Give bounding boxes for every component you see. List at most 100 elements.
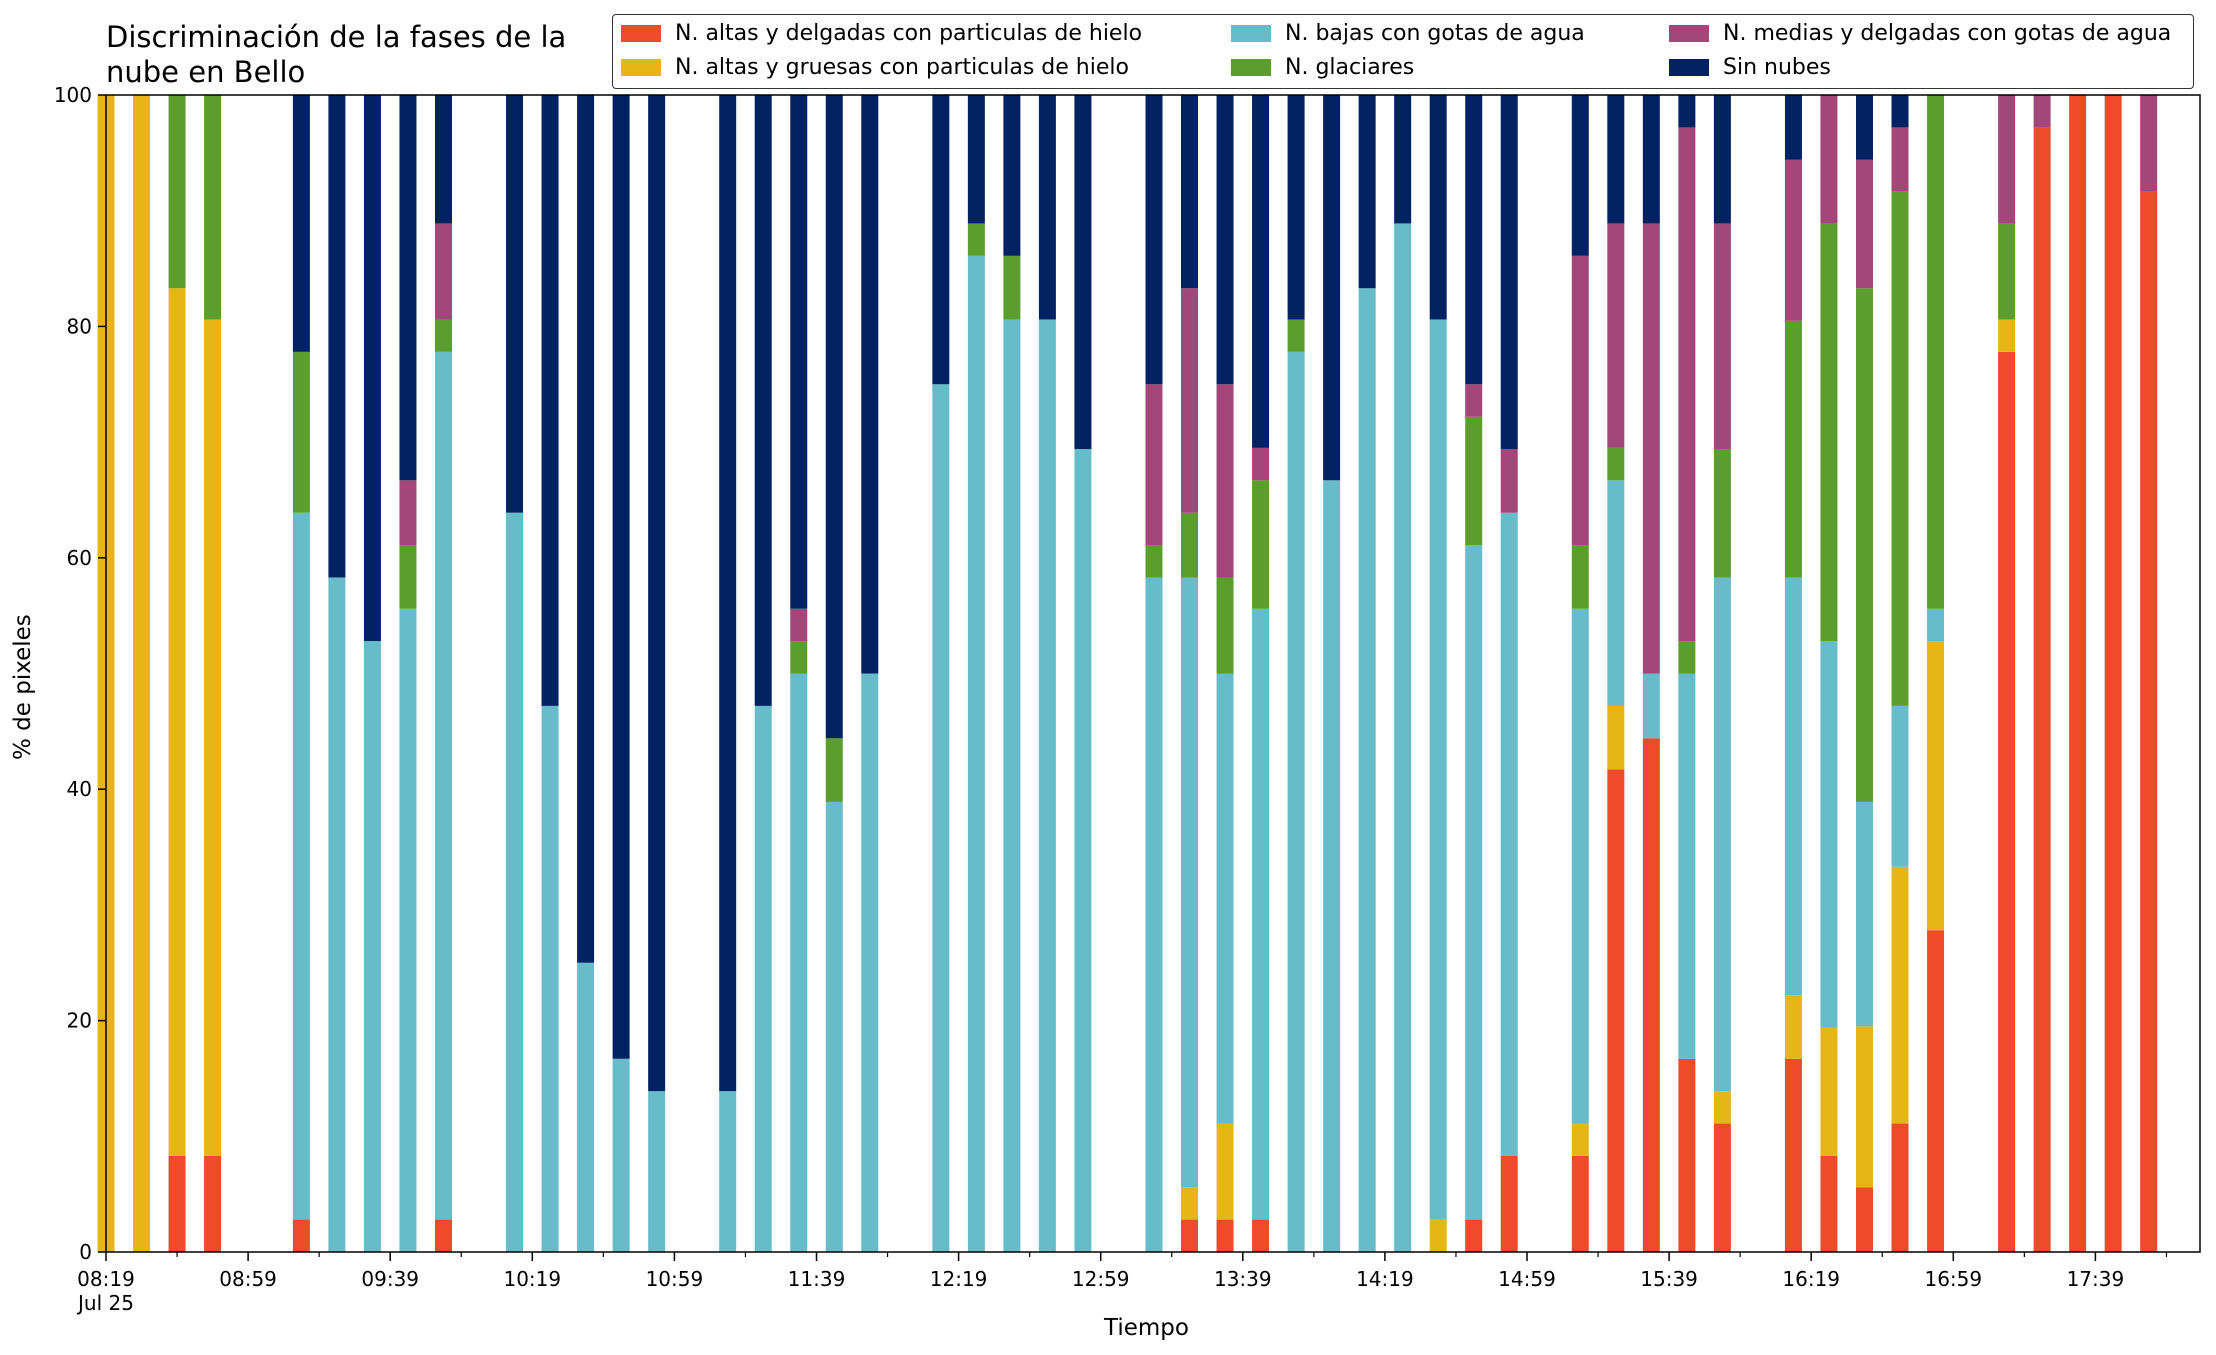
bar-segment — [1038, 319, 1056, 1253]
bar-segment — [1713, 95, 1731, 224]
bar-stack — [1429, 95, 1447, 1252]
bar-segment — [399, 608, 417, 1252]
bar-segment — [1003, 255, 1021, 320]
bar-segment — [1252, 95, 1270, 448]
bar-segment — [1287, 319, 1305, 352]
bar-segment — [1145, 577, 1163, 1252]
plot-frame — [105, 94, 2201, 1253]
bar-stack — [204, 95, 222, 1252]
bar-segment — [399, 545, 417, 609]
x-tick-label: 08:19 — [77, 1267, 135, 1291]
bar-stack — [1713, 95, 1731, 1252]
bar-stack — [2140, 95, 2158, 1252]
bar-segment — [825, 801, 843, 1252]
bar-segment — [1891, 705, 1909, 867]
bar-segment — [1784, 995, 1802, 1059]
bar-segment — [1571, 255, 1589, 546]
chart-title: Discriminación de la fases de la nube en… — [106, 20, 567, 89]
bar-segment — [541, 95, 559, 706]
bar-segment — [1713, 449, 1731, 578]
bar-stack — [861, 95, 879, 1252]
bar-segment — [1927, 930, 1945, 1252]
bar-segment — [790, 673, 808, 1252]
bar-stack — [328, 95, 346, 1252]
legend-swatch — [621, 25, 661, 42]
bar-segment — [1998, 319, 2016, 352]
bar-segment — [861, 673, 879, 1252]
legend-item-sin-nubes: Sin nubes — [1669, 55, 1831, 80]
bar-segment — [1500, 1155, 1518, 1252]
bar-segment — [1855, 95, 1873, 160]
x-tick-label: 16:59 — [1924, 1267, 1982, 1291]
bar-segment — [1465, 95, 1483, 385]
bar-segment — [2033, 95, 2051, 128]
bar-segment — [1678, 1058, 1696, 1252]
bar-segment — [1678, 95, 1696, 128]
bar-segment — [1216, 577, 1234, 674]
bar-segment — [1394, 223, 1412, 1253]
bar-segment — [1465, 416, 1483, 546]
bar-segment — [1678, 127, 1696, 642]
bar-segment — [1998, 223, 2016, 320]
bar-segment — [1891, 1123, 1909, 1252]
bar-segment — [168, 95, 186, 289]
bar-segment — [168, 288, 186, 1156]
bar-segment — [1252, 447, 1270, 481]
bar-stack — [825, 95, 843, 1252]
bar-segment — [399, 95, 417, 481]
bar-stack — [2033, 95, 2051, 1252]
bar-stack — [1927, 95, 1945, 1252]
legend-label: N. glaciares — [1285, 55, 1415, 80]
x-tick-label: 08:59 — [219, 1267, 277, 1291]
bar-segment — [1784, 1058, 1802, 1252]
bar-segment — [1642, 738, 1660, 1252]
bar-segment — [1855, 801, 1873, 1027]
bar-segment — [1607, 447, 1625, 481]
bar-stack — [1998, 95, 2016, 1253]
bar-segment — [506, 95, 524, 513]
x-tick-label: 10:19 — [503, 1267, 561, 1291]
y-tick-label: 0 — [79, 1240, 92, 1264]
bar-segment — [1287, 95, 1305, 320]
bar-segment — [612, 95, 630, 1059]
bar-segment — [1074, 449, 1092, 1252]
legend-swatch — [1231, 59, 1271, 76]
bar-segment — [1820, 95, 1838, 224]
bar-stack — [1003, 95, 1021, 1253]
bar-segment — [1678, 641, 1696, 674]
bar-stack — [1216, 95, 1234, 1252]
bar-segment — [1252, 480, 1270, 609]
bar-segment — [1181, 577, 1199, 1188]
legend-label: N. medias y delgadas con gotas de agua — [1723, 21, 2172, 46]
bar-segment — [1642, 95, 1660, 224]
x-tick-label: 12:59 — [1072, 1267, 1130, 1291]
legend-item-altas-delgadas: N. altas y delgadas con particulas de hi… — [621, 21, 1142, 46]
bar-stack — [1465, 95, 1483, 1252]
legend-swatch — [1669, 59, 1709, 76]
bar-segment — [967, 223, 985, 256]
bar-segment — [1855, 1187, 1873, 1252]
bar-segment — [292, 1219, 310, 1252]
bar-stack — [1855, 95, 1873, 1252]
bar-segment — [1181, 1219, 1199, 1252]
x-tick-label: 15:39 — [1640, 1267, 1698, 1291]
bar-segment — [328, 577, 346, 1252]
y-tick-label: 100 — [54, 83, 92, 107]
bar-segment — [790, 641, 808, 674]
bar-segment — [1713, 1091, 1731, 1124]
bar-segment — [1642, 223, 1660, 674]
bar-segment — [1820, 223, 1838, 642]
bar-segment — [932, 95, 950, 385]
bar-stack — [1784, 95, 1802, 1252]
bar-stack — [1323, 95, 1341, 1252]
bar-segment — [1500, 95, 1518, 450]
bar-segment — [648, 1091, 666, 1252]
legend-item-medias: N. medias y delgadas con gotas de agua — [1669, 21, 2171, 46]
bar-segment — [932, 384, 950, 1252]
bar-segment — [612, 1058, 630, 1252]
bar-segment — [1181, 512, 1199, 578]
bar-segment — [1323, 480, 1341, 1252]
legend-item-altas-gruesas: N. altas y gruesas con particulas de hie… — [621, 55, 1129, 80]
bar-segment — [1145, 95, 1163, 385]
bar-stack — [1287, 95, 1305, 1253]
